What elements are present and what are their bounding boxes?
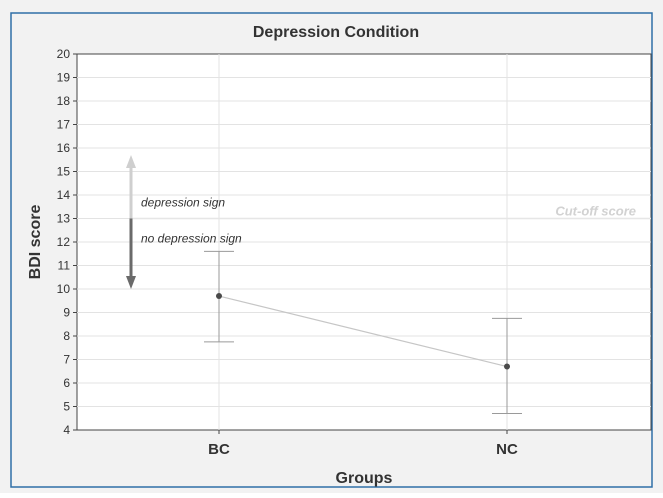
data-point xyxy=(504,363,510,370)
y-tick-layer: 4 5 6 7 8 9 10 11 12 13 14 15 16 17 18 19 20 xyxy=(57,47,77,437)
y-tick-label: 11 xyxy=(58,259,71,273)
y-tick-label: 6 xyxy=(63,376,70,390)
arrow-up-head xyxy=(126,155,136,169)
y-tick-label: 9 xyxy=(63,306,70,320)
reference-layer: Cut-off score xyxy=(131,204,651,220)
annotation-above-label: depression sign xyxy=(141,196,225,210)
y-tick-label: 18 xyxy=(57,94,71,108)
chart-title: Depression Condition xyxy=(253,24,419,41)
x-tick-label: NC xyxy=(496,441,518,458)
arrow-down-head xyxy=(126,276,136,289)
cutoff-label: Cut-off score xyxy=(555,204,636,219)
y-tick-label: 19 xyxy=(57,71,71,85)
y-tick-label: 20 xyxy=(57,47,71,61)
y-tick-label: 10 xyxy=(57,282,71,296)
annotation-layer: depression sign no depression sign xyxy=(126,155,242,289)
y-tick-label: 12 xyxy=(57,235,71,249)
x-tick-label: BC xyxy=(208,441,230,458)
y-tick-label: 7 xyxy=(63,353,70,367)
x-tick-layer: BC NC xyxy=(208,430,518,458)
y-tick-label: 14 xyxy=(57,188,71,202)
annotation-below-label: no depression sign xyxy=(141,232,242,246)
data-point xyxy=(216,293,222,300)
y-axis-label: BDI score xyxy=(27,205,44,280)
y-tick-label: 17 xyxy=(57,118,71,132)
series-line xyxy=(218,295,508,368)
y-tick-label: 16 xyxy=(57,141,71,155)
y-tick-label: 5 xyxy=(63,400,70,414)
y-tick-label: 8 xyxy=(63,329,70,343)
y-tick-label: 13 xyxy=(57,212,71,226)
y-tick-label: 4 xyxy=(63,423,70,437)
y-tick-label: 15 xyxy=(57,165,71,179)
chart-border xyxy=(10,12,653,488)
x-axis-label: Groups xyxy=(336,470,393,487)
series-layer xyxy=(204,250,522,415)
